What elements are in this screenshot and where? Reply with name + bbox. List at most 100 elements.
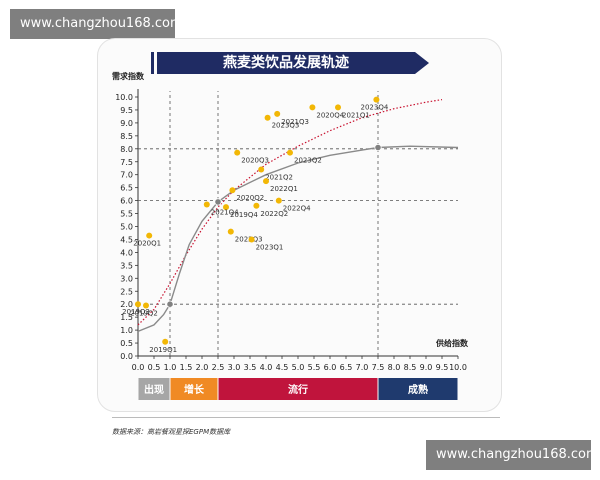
data-point <box>309 104 316 111</box>
trend-red-dotted <box>137 99 443 326</box>
watermark-bottom: www.changzhou168.com <box>426 440 599 470</box>
stage-label: 增长 <box>184 383 205 396</box>
data-point-label: 2023Q4 <box>361 104 389 112</box>
y-tick-label: 2.0 <box>120 300 133 309</box>
x-tick-label: 5.5 <box>308 363 321 372</box>
chart-title: 燕麦类饮品发展轨迹 <box>151 52 429 74</box>
data-point <box>335 104 341 111</box>
y-tick-label: 8.0 <box>120 145 133 154</box>
x-tick-label: 10.0 <box>449 363 467 372</box>
data-point <box>203 201 210 208</box>
x-tick-label: 9.0 <box>420 363 433 372</box>
stage-band <box>170 378 218 400</box>
y-axis-title: 需求指数 <box>112 71 145 81</box>
data-point <box>227 228 234 235</box>
y-tick-label: 8.5 <box>120 132 133 141</box>
stage-label: 出现 <box>144 383 164 396</box>
y-tick-label: 9.5 <box>120 106 133 115</box>
data-point-label: 2023Q3 <box>272 122 300 130</box>
y-tick-label: 10.0 <box>115 93 133 102</box>
data-point <box>275 197 282 204</box>
data-point <box>264 114 271 121</box>
stage-marker <box>214 198 222 206</box>
y-tick-label: 0.0 <box>120 352 133 361</box>
data-point <box>263 178 269 185</box>
data-point <box>223 204 229 211</box>
data-point-label: 2019Q2 <box>130 309 158 317</box>
y-tick-label: 4.0 <box>120 248 133 257</box>
data-point-label: 2019Q4 <box>230 211 258 219</box>
x-tick-label: 3.0 <box>228 363 241 372</box>
stage-band <box>378 378 458 400</box>
stage-band <box>218 378 378 400</box>
stage-label: 流行 <box>288 383 308 396</box>
data-point <box>229 187 236 194</box>
data-point-label: 2020Q4 <box>316 111 344 119</box>
x-tick-label: 3.5 <box>244 363 257 372</box>
data-point <box>248 236 255 243</box>
data-point-label: 2022Q2 <box>260 210 288 218</box>
x-tick-label: 0.0 <box>132 363 145 372</box>
data-point-label: 2023Q1 <box>256 243 284 251</box>
x-tick-label: 1.0 <box>164 363 177 372</box>
x-tick-label: 7.0 <box>356 363 369 372</box>
data-point <box>274 110 281 117</box>
data-point-label: 2019Q1 <box>149 346 177 354</box>
x-tick-label: 4.5 <box>276 363 289 372</box>
y-tick-label: 1.5 <box>120 313 133 322</box>
data-point <box>234 149 241 156</box>
data-point <box>162 338 169 345</box>
data-point-label: 2020Q3 <box>241 157 269 165</box>
x-tick-label: 5.0 <box>292 363 305 372</box>
y-tick-label: 3.0 <box>120 274 133 283</box>
x-tick-label: 2.5 <box>212 363 225 372</box>
data-point-label: 2019Q3 <box>122 308 150 316</box>
x-tick-label: 8.5 <box>404 363 417 372</box>
stage-marker <box>374 143 382 152</box>
data-point-label: 2023Q2 <box>294 157 322 165</box>
y-tick-label: 1.0 <box>120 326 133 335</box>
source-note: 数据来源：高岩餐观星探EGPM数据库 <box>112 428 231 436</box>
data-point-label: 2020Q2 <box>236 194 264 202</box>
y-tick-label: 9.0 <box>120 119 133 128</box>
y-tick-label: 0.5 <box>120 339 133 348</box>
y-tick-label: 6.0 <box>120 197 133 206</box>
stage-label: 成熟 <box>408 383 428 396</box>
data-point-label: 2022Q4 <box>283 205 311 213</box>
watermark-top: www.changzhou168.com <box>10 9 183 39</box>
y-tick-label: 7.5 <box>120 158 133 167</box>
y-tick-label: 4.5 <box>120 235 133 244</box>
stage-band <box>138 378 170 400</box>
x-tick-label: 7.5 <box>372 363 385 372</box>
y-tick-label: 5.0 <box>120 223 133 232</box>
x-tick-label: 1.5 <box>180 363 193 372</box>
y-tick-label: 3.5 <box>120 261 133 270</box>
data-point <box>373 96 380 103</box>
data-point-label: 2021Q2 <box>265 174 293 182</box>
x-tick-label: 0.5 <box>148 363 161 372</box>
y-tick-label: 6.5 <box>120 184 133 193</box>
data-point-label: 2021Q4 <box>211 208 239 216</box>
data-point <box>253 202 260 209</box>
data-point <box>287 149 293 156</box>
trend-gray-scurve <box>137 145 459 333</box>
y-tick-label: 5.5 <box>120 210 133 219</box>
data-point-label: 2021Q1 <box>342 111 370 119</box>
x-tick-label: 2.0 <box>196 363 209 372</box>
x-tick-label: 6.5 <box>340 363 353 372</box>
x-tick-label: 8.0 <box>388 363 401 372</box>
stage-marker <box>166 300 174 308</box>
data-point-label: 2021Q3 <box>281 118 309 126</box>
x-tick-label: 6.0 <box>324 363 337 372</box>
y-tick-label: 7.0 <box>120 171 133 180</box>
y-tick-label: 2.5 <box>120 287 133 296</box>
data-point <box>146 232 153 239</box>
data-point-label: 2020Q1 <box>133 240 161 248</box>
data-point <box>135 301 141 308</box>
data-point <box>258 166 265 173</box>
x-axis-title: 供给指数 <box>435 338 469 348</box>
data-point-label: 2022Q1 <box>270 185 298 193</box>
x-tick-label: 4.0 <box>260 363 273 372</box>
data-point <box>143 302 149 309</box>
